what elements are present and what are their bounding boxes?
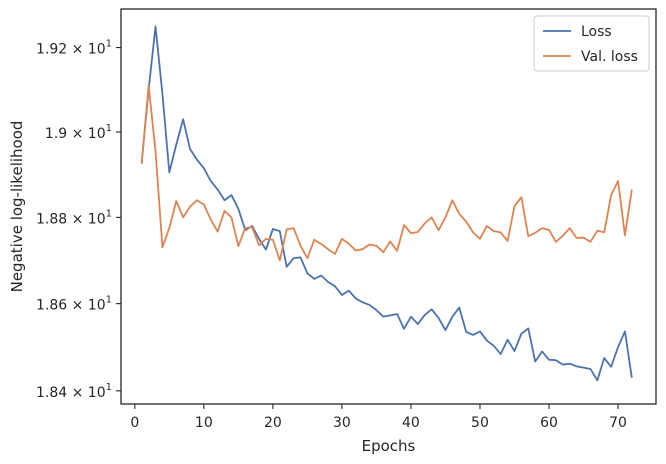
y-axis-ticks: 1.84 × 101 1.86 × 101 1.88 × 101 1.9 × 101 1… [36, 39, 121, 401]
y-tick-label: 1.9 × 101 [45, 123, 112, 142]
legend-label-loss: Loss [581, 24, 612, 40]
x-tick-label: 20 [264, 415, 282, 431]
legend: Loss Val. loss [533, 15, 650, 72]
x-tick-label: 0 [130, 415, 139, 431]
x-axis-label: Epochs [362, 437, 416, 455]
x-tick-label: 60 [540, 415, 558, 431]
legend-box [533, 15, 650, 72]
y-tick-label: 1.88 × 101 [36, 208, 112, 227]
series-line-val-loss [140, 84, 633, 262]
x-tick-label: 50 [471, 415, 489, 431]
y-tick-label: 1.92 × 101 [36, 39, 112, 58]
x-tick-label: 70 [609, 415, 627, 431]
plot-lines [140, 25, 633, 382]
legend-label-val-loss: Val. loss [581, 49, 638, 65]
plot-frame [120, 8, 657, 405]
y-tick-label: 1.84 × 101 [36, 382, 112, 401]
series-line-loss [140, 25, 633, 382]
y-tick-label: 1.86 × 101 [36, 295, 112, 314]
x-axis-ticks: 0 10 20 30 40 50 60 70 [130, 404, 627, 431]
x-tick-label: 40 [402, 415, 420, 431]
x-tick-label: 30 [333, 415, 351, 431]
x-tick-label: 10 [195, 415, 213, 431]
y-axis-label: Negative log-likelihood [8, 121, 26, 293]
